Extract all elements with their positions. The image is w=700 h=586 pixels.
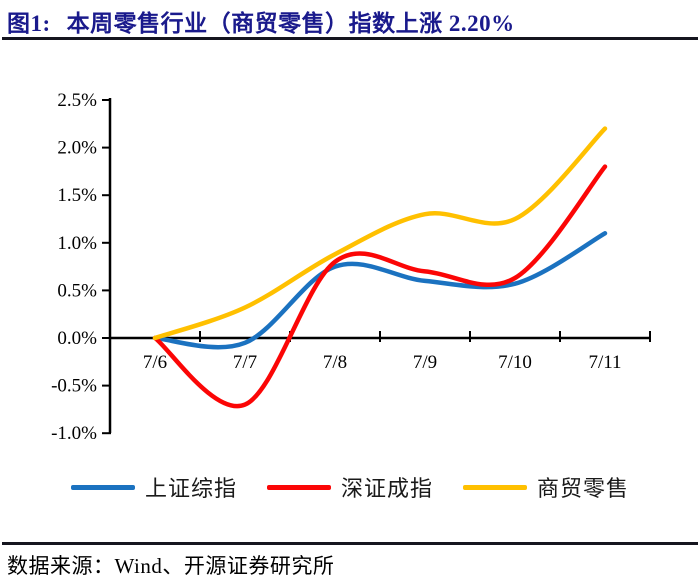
x-tick-label: 7/11 — [588, 352, 621, 373]
series-line-0 — [152, 231, 608, 350]
legend-label: 上证综指 — [144, 476, 237, 501]
series-line-1 — [152, 164, 608, 409]
legend-item-shenzhen: 深证成指 — [266, 471, 433, 503]
x-tick-label: 7/7 — [233, 352, 257, 373]
x-tick-label: 7/9 — [413, 352, 437, 373]
y-tick-label: -1.0% — [51, 423, 97, 444]
legend-item-shanghai: 上证综指 — [70, 471, 237, 503]
figure-title: 图1: 本周零售行业（商贸零售）指数上涨 2.20% — [7, 4, 515, 38]
x-tick-label: 7/8 — [323, 352, 347, 373]
chart-legend: 上证综指 深证成指 商贸零售 — [0, 471, 700, 503]
y-tick-label: 0.0% — [57, 328, 97, 349]
series-line-2 — [152, 126, 608, 341]
legend-line-swatch — [266, 484, 331, 490]
y-tick-label: 1.5% — [57, 185, 97, 206]
source-text: 数据来源：Wind、开源证券研究所 — [7, 554, 335, 578]
y-tick-label: -0.5% — [51, 376, 97, 397]
y-tick-label: 0.5% — [57, 280, 97, 301]
legend-label: 深证成指 — [340, 476, 433, 501]
x-tick-label: 7/6 — [143, 352, 167, 373]
legend-item-retail: 商贸零售 — [463, 471, 629, 503]
figure-number: 图1: — [7, 11, 51, 36]
legend-line-swatch — [463, 484, 527, 490]
footer-rule — [2, 542, 698, 545]
legend-label: 商贸零售 — [537, 476, 630, 501]
y-tick-label: 2.0% — [57, 138, 97, 159]
figure-title-text: 本周零售行业（商贸零售）指数上涨 2.20% — [66, 11, 515, 36]
y-tick-label: 1.0% — [57, 233, 97, 254]
x-tick-label: 7/10 — [498, 352, 532, 373]
title-rule — [2, 37, 698, 40]
legend-line-swatch — [70, 484, 135, 490]
y-tick-label: 2.5% — [57, 90, 97, 111]
